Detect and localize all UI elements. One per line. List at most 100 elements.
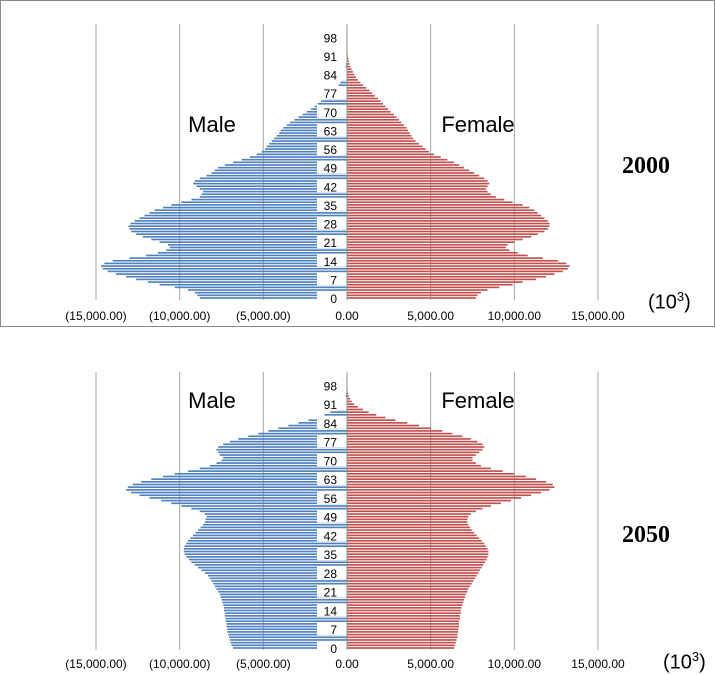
female-bar [347, 427, 431, 429]
male-bar [136, 279, 347, 281]
female-bar [347, 577, 475, 579]
female-bar [347, 561, 485, 563]
female-bar [347, 409, 363, 411]
female-bar [347, 183, 489, 185]
female-bar [347, 193, 491, 195]
male-bar [104, 263, 347, 265]
male-bar [175, 287, 347, 289]
female-bar [347, 71, 353, 73]
x-tick-label: (5,000.00) [236, 309, 291, 323]
y-tick-label: 14 [324, 255, 338, 269]
female-bar [347, 620, 459, 622]
y-tick-label: 7 [330, 623, 337, 637]
female-bar [347, 82, 360, 84]
female-bar [347, 502, 501, 504]
female-bar [347, 122, 401, 124]
female-bar [347, 236, 531, 238]
y-tick-label: 98 [324, 379, 338, 393]
female-bar [347, 406, 358, 408]
male-bar [188, 470, 347, 472]
female-bar [347, 647, 454, 649]
female-bar [347, 138, 413, 140]
female-bar [347, 575, 477, 577]
female-bar [347, 151, 429, 153]
female-bar [347, 494, 531, 496]
female-bar [347, 220, 548, 222]
female-bar [347, 90, 370, 92]
female-bar [347, 548, 488, 550]
female-bar [347, 98, 378, 100]
female-bar [347, 148, 426, 150]
female-bar [347, 177, 484, 179]
female-bar [347, 154, 434, 156]
male-bar [191, 508, 347, 510]
female-bar [347, 162, 454, 164]
male-bar [140, 494, 347, 496]
female-bar [347, 516, 468, 518]
y-tick-label: 63 [324, 473, 338, 487]
female-bar [347, 430, 442, 432]
female-bar [347, 411, 369, 413]
unit-text: (10 [663, 652, 692, 674]
male-bar [129, 228, 347, 230]
male-bar [140, 217, 347, 219]
y-tick-label: 98 [324, 31, 338, 45]
female-bar [347, 167, 464, 169]
female-bar [347, 636, 457, 638]
x-tick-label: (15,000.00) [65, 309, 126, 323]
female-bar [347, 618, 460, 620]
female-bar [347, 124, 404, 126]
unit-close: ) [699, 652, 706, 674]
male-bar [136, 233, 347, 235]
female-bar [347, 175, 479, 177]
female-bar [347, 209, 534, 211]
female-bar [347, 435, 462, 437]
female-bar [347, 537, 479, 539]
male-bar [145, 215, 347, 217]
male-bar [188, 289, 347, 291]
female-bar [347, 551, 488, 553]
female-bar [347, 228, 548, 230]
female-bar [347, 233, 538, 235]
y-tick-label: 49 [324, 162, 338, 176]
x-tick-label: (15,000.00) [65, 657, 126, 671]
female-bar [347, 156, 441, 158]
male-bar [213, 583, 347, 585]
y-tick-label: 0 [330, 642, 337, 656]
y-tick-label: 21 [324, 586, 338, 600]
female-bar [347, 438, 471, 440]
female-bar [347, 586, 470, 588]
female-bar [347, 553, 488, 555]
female-bar [347, 419, 396, 421]
female-bar [347, 87, 366, 89]
male-bar [129, 257, 347, 259]
female-bar [347, 84, 363, 86]
female-bar [347, 524, 468, 526]
y-tick-label: 63 [324, 124, 338, 138]
male-bar [258, 433, 347, 435]
female-bar [347, 497, 521, 499]
female-bar [347, 567, 482, 569]
female-bar [347, 610, 461, 612]
female-bar [347, 476, 526, 478]
male-bar [339, 84, 347, 86]
male-bar [146, 255, 347, 257]
female-bar [347, 505, 491, 507]
year-label-2000: 2000 [622, 153, 670, 180]
x-tick-label: 0.00 [335, 309, 359, 323]
female-bar [347, 594, 466, 596]
y-tick-label: 0 [330, 292, 337, 306]
female-bar [347, 513, 471, 515]
female-bar [347, 535, 477, 537]
female-bar [347, 116, 396, 118]
female-bar [347, 414, 376, 416]
male-bar [108, 271, 347, 273]
female-bar [347, 446, 484, 448]
female-bar [347, 185, 488, 187]
y-tick-label: 35 [324, 548, 338, 562]
female-bar [347, 260, 558, 262]
male-bar [130, 223, 347, 225]
unit-label-2000: (103) [648, 289, 691, 315]
male-bar [201, 527, 347, 529]
